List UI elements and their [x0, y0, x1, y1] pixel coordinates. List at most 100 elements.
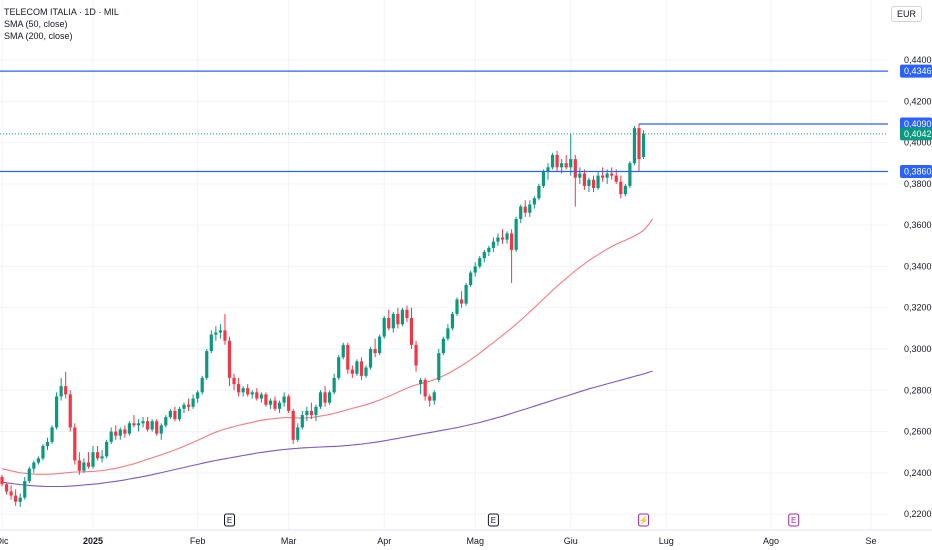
candle-up	[50, 425, 54, 444]
candle-body	[382, 318, 386, 337]
candle-up	[364, 365, 368, 378]
price-tick-label: 0,2200	[904, 509, 932, 519]
candle-body	[268, 400, 273, 405]
candle-down	[186, 398, 191, 411]
event-badge[interactable]	[224, 513, 235, 527]
event-markers[interactable]: E E ⚡ E	[224, 513, 800, 527]
candle-body	[482, 251, 486, 259]
candle-body	[45, 441, 50, 447]
currency-button[interactable]: EUR	[890, 6, 922, 22]
candle-body	[291, 410, 295, 440]
time-tick-label: Mag	[466, 536, 484, 546]
candle-body	[346, 344, 350, 370]
candle-body	[564, 163, 568, 168]
candle-down	[146, 417, 150, 432]
candle-body	[287, 396, 291, 411]
candle-up	[419, 377, 423, 395]
candle-body	[441, 338, 445, 354]
event-marker[interactable]: E	[224, 513, 235, 527]
candle-body	[582, 173, 586, 186]
candle-body	[264, 394, 268, 405]
candle-body	[132, 423, 136, 426]
candle-body	[409, 318, 414, 345]
candle-body	[528, 204, 532, 213]
candle-body	[523, 206, 527, 213]
event-marker[interactable]: ⚡	[638, 513, 650, 527]
candle-body	[82, 462, 86, 471]
candle-body	[364, 367, 368, 376]
candle-up	[482, 249, 486, 263]
candle-body	[573, 159, 577, 178]
candle-body	[241, 388, 245, 393]
time-axis[interactable]: Dic 2025 Feb Mar Apr Mag Giu Lug Ago Se	[0, 536, 877, 546]
candle-body	[378, 336, 382, 354]
candle-down	[396, 307, 400, 329]
candle-down	[523, 200, 527, 217]
candle-down	[459, 291, 464, 308]
candle-body	[205, 351, 209, 378]
price-tick-label: 0,3600	[904, 220, 932, 230]
candle-up	[478, 256, 482, 269]
candle-up	[641, 130, 646, 160]
price-tick-label: 0,4400	[904, 55, 932, 65]
candle-up	[55, 392, 59, 430]
sma-50-legend[interactable]: SMA (50, close)	[4, 19, 68, 29]
candle-down	[173, 406, 177, 422]
candle-body	[341, 344, 345, 358]
candle-body	[18, 497, 22, 502]
candle-up	[437, 348, 441, 383]
candle-up	[200, 375, 204, 395]
candle-body	[632, 128, 637, 164]
sma-200-legend[interactable]: SMA (200, close)	[4, 31, 73, 41]
candle-body	[318, 392, 323, 407]
candle-up	[537, 183, 541, 201]
candle-down	[227, 336, 232, 387]
candle-body	[541, 171, 546, 186]
candle-body	[591, 179, 596, 188]
event-badge[interactable]	[788, 513, 800, 527]
candle-down	[246, 384, 250, 397]
candle-body	[164, 417, 168, 426]
candle-body	[168, 410, 172, 418]
candle-down	[287, 394, 291, 413]
event-marker[interactable]: E	[788, 513, 800, 527]
candle-up	[136, 419, 141, 432]
candle-body	[405, 309, 409, 319]
candle-down	[359, 357, 364, 380]
candle-body	[419, 379, 423, 385]
candle-body	[423, 379, 427, 397]
time-tick-label: Lug	[659, 536, 674, 546]
candle-body	[450, 313, 455, 329]
candle-body	[555, 154, 559, 168]
candle-body	[510, 233, 514, 250]
symbol-title[interactable]: TELECOM ITALIA · 1D · MIL	[4, 7, 119, 17]
candle-up	[282, 392, 286, 407]
candle-down	[64, 371, 68, 399]
event-badge[interactable]	[487, 513, 499, 527]
ray-price-tag-text: 0,4090	[904, 119, 932, 129]
candle-body	[223, 330, 227, 341]
candle-body	[323, 392, 327, 403]
level-price-tag-text: 0,3860	[904, 166, 932, 176]
event-badge[interactable]	[638, 513, 650, 527]
candle-body	[155, 421, 159, 434]
candle-up	[127, 421, 131, 436]
candle-down	[619, 175, 623, 199]
candle-body	[428, 396, 432, 401]
last-price-tag-text: 0,4042	[904, 129, 932, 139]
candle-body	[64, 386, 68, 395]
candle-body	[614, 175, 618, 182]
candle-body	[400, 309, 404, 325]
candle-body	[173, 410, 177, 420]
candle-up	[328, 390, 332, 405]
horizontal-lines[interactable]	[0, 70, 888, 173]
candle-down	[637, 123, 641, 172]
time-tick-label: Ago	[763, 536, 779, 546]
candle-body	[14, 495, 18, 502]
candle-down	[573, 154, 577, 207]
price-axis[interactable]: 0,4400 0,4200 0,4000 0,3800 0,3600 0,3400 0,32…	[904, 55, 932, 519]
candle-up	[159, 423, 163, 440]
candle-down	[346, 342, 350, 374]
event-marker[interactable]: E	[487, 513, 499, 527]
